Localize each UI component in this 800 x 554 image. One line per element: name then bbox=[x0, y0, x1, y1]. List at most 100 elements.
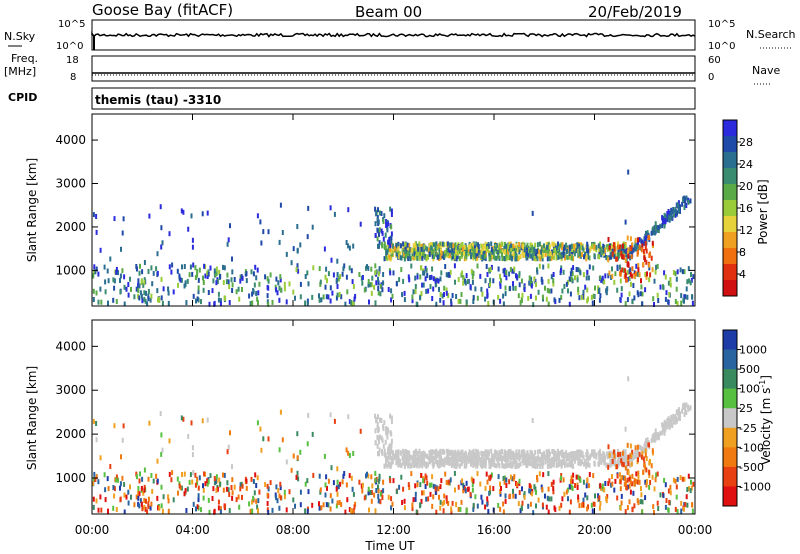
power-cell bbox=[637, 263, 640, 268]
power-cell bbox=[295, 267, 298, 273]
power-cell bbox=[674, 299, 677, 304]
power-cell bbox=[94, 269, 97, 275]
velocity-cell bbox=[668, 499, 671, 505]
power-cell bbox=[625, 277, 628, 283]
velocity-colorbar-frame bbox=[722, 329, 738, 507]
power-cell bbox=[494, 255, 497, 261]
velocity-cell bbox=[443, 460, 446, 466]
velocity-cell bbox=[560, 449, 563, 455]
velocity-cell bbox=[402, 448, 405, 454]
velocity-cell bbox=[625, 485, 628, 491]
velocity-cell bbox=[441, 460, 444, 466]
power-cell bbox=[109, 256, 112, 262]
power-cell bbox=[599, 293, 602, 299]
power-cell bbox=[586, 298, 589, 304]
velocity-cell bbox=[531, 418, 534, 423]
power-cell bbox=[200, 299, 202, 305]
power-cell bbox=[107, 300, 109, 306]
power-cell bbox=[431, 266, 434, 272]
velocity-cell bbox=[445, 498, 448, 504]
velocity-cell bbox=[560, 475, 562, 481]
velocity-cell bbox=[465, 461, 468, 467]
x-tick-label: 04:00 bbox=[175, 523, 210, 537]
power-cell bbox=[430, 274, 433, 280]
power-cell bbox=[157, 297, 159, 303]
velocity-cell bbox=[633, 481, 636, 487]
velocity-cell bbox=[629, 489, 632, 495]
power-heatmap bbox=[92, 169, 695, 308]
power-cell bbox=[380, 211, 383, 216]
velocity-cell bbox=[227, 487, 230, 493]
velocity-cell bbox=[469, 491, 472, 497]
velocity-cell bbox=[684, 407, 687, 413]
x-axis-label: Time UT bbox=[364, 539, 415, 553]
power-cell bbox=[692, 274, 695, 280]
power-cell bbox=[464, 280, 467, 286]
velocity-cell bbox=[307, 489, 310, 495]
power-cell bbox=[191, 244, 194, 250]
power-cell bbox=[140, 278, 143, 284]
power-cell bbox=[137, 287, 140, 293]
velocity-cell bbox=[393, 453, 396, 459]
power-cell bbox=[638, 237, 641, 243]
velocity-cell bbox=[377, 414, 379, 420]
power-cell bbox=[421, 255, 424, 261]
velocity-cell bbox=[140, 485, 143, 491]
velocity-cell bbox=[635, 471, 638, 477]
velocity-cell bbox=[387, 447, 390, 452]
power-cell bbox=[385, 249, 387, 255]
velocity-cell bbox=[664, 426, 667, 432]
velocity-cell bbox=[411, 502, 414, 508]
power-cell bbox=[539, 256, 542, 262]
power-cell bbox=[443, 249, 446, 255]
velocity-cell bbox=[455, 463, 458, 469]
velocity-cell bbox=[323, 453, 326, 459]
power-cell bbox=[592, 265, 595, 271]
power-cell bbox=[540, 254, 543, 260]
velocity-cell bbox=[411, 458, 414, 464]
velocity-cell bbox=[579, 461, 582, 467]
velocity-cell bbox=[645, 456, 648, 461]
velocity-cell bbox=[673, 419, 675, 425]
power-cell bbox=[474, 286, 477, 292]
power-cell bbox=[604, 273, 607, 279]
velocity-cell bbox=[519, 461, 522, 467]
velocity-cell bbox=[143, 498, 146, 503]
velocity-cell bbox=[329, 493, 332, 499]
velocity-cell bbox=[505, 451, 508, 457]
power-cell bbox=[454, 242, 457, 248]
velocity-cell bbox=[390, 415, 393, 421]
power-cell bbox=[215, 266, 218, 272]
power-cell bbox=[473, 254, 476, 260]
velocity-cell bbox=[420, 498, 423, 504]
power-cell bbox=[141, 269, 144, 275]
power-cell bbox=[580, 245, 583, 251]
velocity-cell bbox=[192, 470, 195, 475]
power-cell bbox=[180, 277, 183, 283]
power-cell bbox=[669, 215, 672, 221]
power-cell bbox=[562, 269, 565, 275]
power-cell bbox=[528, 275, 531, 281]
power-cell bbox=[239, 274, 242, 280]
power-cell bbox=[445, 272, 448, 278]
velocity-cell bbox=[593, 451, 596, 457]
velocity-cell bbox=[115, 507, 118, 512]
velocity-cell bbox=[408, 456, 411, 461]
nsky-tick-top: 10^5 bbox=[58, 19, 85, 30]
velocity-cell bbox=[552, 458, 555, 464]
velocity-cell bbox=[580, 449, 583, 455]
velocity-cell bbox=[219, 509, 222, 515]
power-cell bbox=[196, 296, 199, 302]
power-cell bbox=[631, 242, 634, 248]
velocity-cell bbox=[366, 471, 368, 477]
velocity-cell bbox=[450, 449, 453, 455]
power-cell bbox=[541, 294, 544, 300]
velocity-cell bbox=[467, 458, 470, 464]
velocity-cell bbox=[667, 421, 670, 427]
power-cell bbox=[415, 301, 418, 307]
velocity-cell bbox=[122, 423, 125, 429]
velocity-cell bbox=[538, 471, 541, 477]
power-cell bbox=[486, 288, 489, 294]
power-cell bbox=[687, 199, 690, 205]
velocity-cell bbox=[233, 484, 236, 490]
